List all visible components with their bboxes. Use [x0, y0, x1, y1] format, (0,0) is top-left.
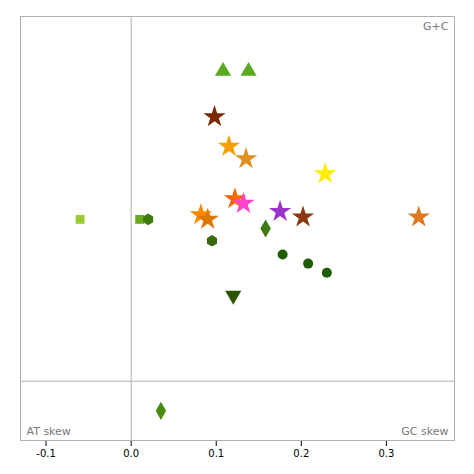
svg-text:-0.1: -0.1	[36, 448, 56, 459]
svg-text:0.3: 0.3	[378, 448, 394, 459]
svg-text:G+C: G+C	[423, 20, 449, 33]
svg-text:AT skew: AT skew	[27, 425, 71, 438]
svg-text:0.1: 0.1	[208, 448, 224, 459]
svg-text:0.0: 0.0	[123, 448, 139, 459]
svg-text:GC skew: GC skew	[401, 425, 448, 438]
svg-text:0.2: 0.2	[293, 448, 309, 459]
